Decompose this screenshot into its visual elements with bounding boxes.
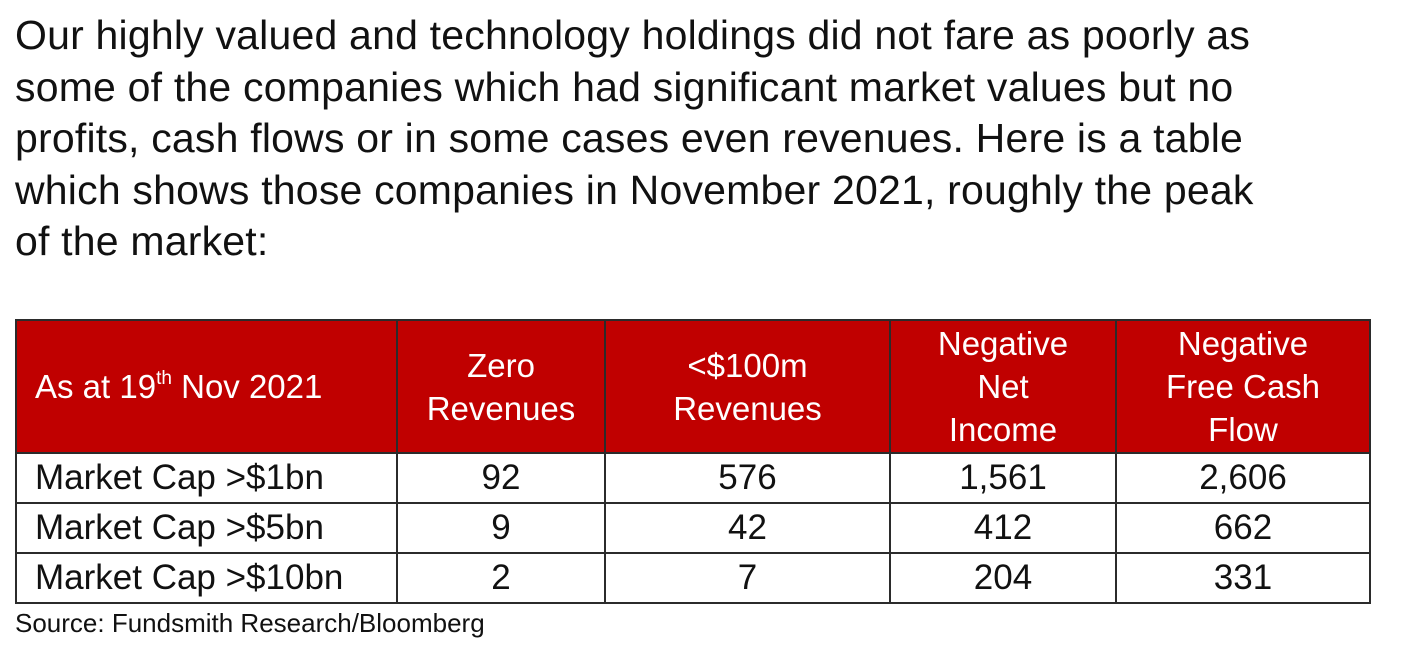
table-header-row: As at 19th Nov 2021 Zero Revenues <$100m… <box>15 319 1371 454</box>
table-row: Market Cap >$1bn 92 576 1,561 2,606 <box>15 452 1371 504</box>
column-header-line: Negative <box>937 325 1069 362</box>
intro-line: of the market: <box>15 218 269 264</box>
table-cell: 412 <box>889 502 1117 554</box>
corner-label-superscript: th <box>156 368 172 389</box>
table-cell: 2 <box>396 552 606 604</box>
corner-header: As at 19th Nov 2021 <box>15 319 398 454</box>
row-label: Market Cap >$1bn <box>15 452 398 504</box>
column-header-under-100m-revenues: <$100m Revenues <box>604 319 891 454</box>
column-header-zero-revenues: Zero Revenues <box>396 319 606 454</box>
table-cell: 331 <box>1115 552 1371 604</box>
column-header-line: Zero <box>467 346 535 384</box>
column-header-line: Net <box>977 368 1029 405</box>
table-cell: 204 <box>889 552 1117 604</box>
row-label: Market Cap >$5bn <box>15 502 398 554</box>
source-note: Source: Fundsmith Research/Bloomberg <box>15 608 485 638</box>
column-header-line: Revenues <box>426 389 576 427</box>
table-row: Market Cap >$5bn 9 42 412 662 <box>15 502 1371 554</box>
table-cell: 2,606 <box>1115 452 1371 504</box>
column-header-line: Negative <box>1177 325 1309 362</box>
table-cell: 576 <box>604 452 891 504</box>
table-cell: 9 <box>396 502 606 554</box>
column-header-line: Revenues <box>673 389 822 427</box>
intro-line: profits, cash flows or in some cases eve… <box>15 115 1244 161</box>
intro-line: which shows those companies in November … <box>15 166 1254 213</box>
table-cell: 42 <box>604 502 891 554</box>
table-cell: 7 <box>604 552 891 604</box>
table-cell: 1,561 <box>889 452 1117 504</box>
column-header-line: Free Cash <box>1165 368 1321 405</box>
companies-table: As at 19th Nov 2021 Zero Revenues <$100m… <box>15 319 1371 604</box>
table-row: Market Cap >$10bn 2 7 204 331 <box>15 552 1371 604</box>
table-cell: 662 <box>1115 502 1371 554</box>
intro-paragraph: Our highly valued and technology holding… <box>15 10 1385 268</box>
column-header-negative-free-cash-flow: Negative Free Cash Flow <box>1115 319 1371 454</box>
column-header-line: Flow <box>1208 411 1278 448</box>
column-header-negative-net-income: Negative Net Income <box>889 319 1117 454</box>
intro-line: some of the companies which had signific… <box>15 63 1234 110</box>
row-label: Market Cap >$10bn <box>15 552 398 604</box>
intro-line: Our highly valued and technology holding… <box>15 12 1251 58</box>
column-header-line: Income <box>948 411 1058 448</box>
corner-label-suffix: Nov 2021 <box>171 368 323 405</box>
table-cell: 92 <box>396 452 606 504</box>
column-header-line: <$100m <box>687 346 808 384</box>
corner-label-prefix: As at 19 <box>35 368 157 405</box>
